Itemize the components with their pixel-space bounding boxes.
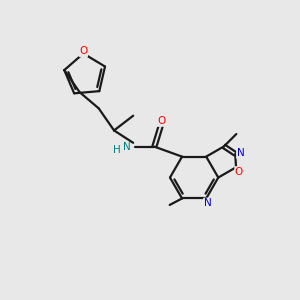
Text: N: N	[237, 148, 244, 158]
Text: O: O	[79, 46, 88, 56]
Text: H: H	[113, 145, 121, 154]
Text: N: N	[123, 142, 130, 152]
Text: O: O	[157, 116, 166, 126]
Text: O: O	[235, 167, 243, 177]
Text: N: N	[204, 198, 212, 208]
